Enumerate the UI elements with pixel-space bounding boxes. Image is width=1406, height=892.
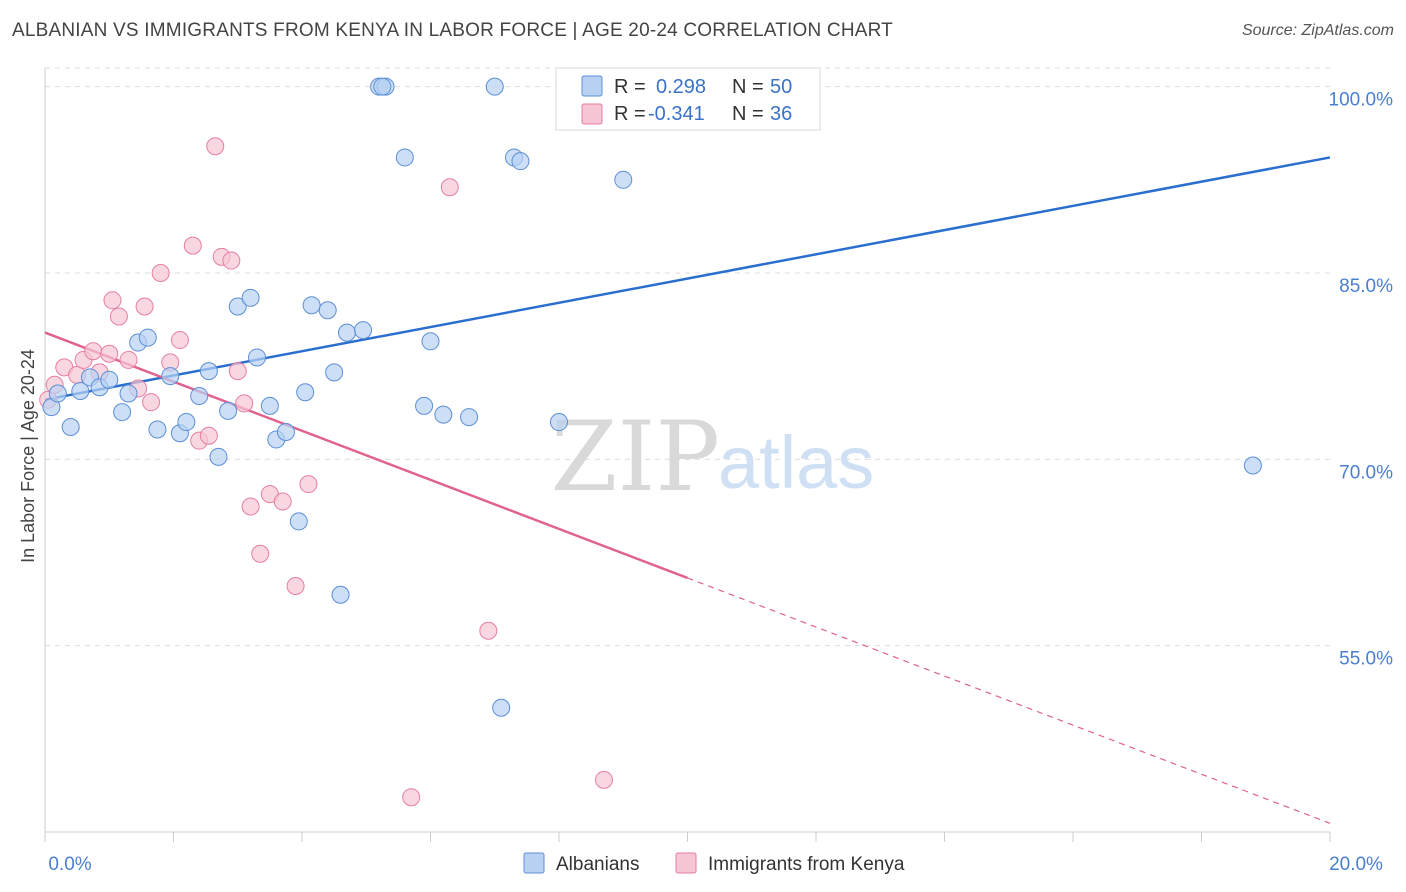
- legend-n-value-2: 36: [770, 103, 792, 125]
- albanian-point: [276, 422, 295, 441]
- albanian-point: [460, 408, 479, 427]
- kenya-point: [135, 297, 154, 316]
- albanian-point: [71, 381, 90, 400]
- x-tick-label-max: 20.0%: [1329, 854, 1383, 875]
- albanian-point: [260, 396, 279, 415]
- albanian-point: [177, 413, 196, 432]
- y-tick-labels: 55.0% 70.0% 85.0% 100.0%: [1329, 90, 1394, 670]
- albanian-point: [199, 362, 218, 381]
- albanian-point: [492, 698, 511, 717]
- kenya-point: [170, 331, 189, 350]
- albanian-point: [161, 367, 180, 386]
- albanian-point: [421, 332, 440, 351]
- kenya-point: [299, 475, 318, 494]
- albanian-point: [485, 77, 504, 96]
- kenya-point: [228, 362, 247, 381]
- kenya-point: [84, 342, 103, 361]
- albanian-point: [138, 328, 157, 347]
- y-axis-label: In Labor Force | Age 20-24: [18, 349, 38, 563]
- albanian-point: [373, 77, 392, 96]
- kenya-point: [109, 307, 128, 326]
- x-tick-label-min: 0.0%: [48, 854, 91, 875]
- albanian-point: [395, 148, 414, 167]
- albanian-point: [302, 296, 321, 315]
- legend-r-value-1: 0.298: [656, 76, 706, 98]
- kenya-point: [103, 291, 122, 310]
- bottom-legend-albanians: Albanians: [556, 854, 639, 875]
- kenya-trend-line: [44, 331, 688, 580]
- watermark-atlas: atlas: [718, 421, 874, 504]
- albanian-point: [1243, 456, 1262, 475]
- albanian-points: [42, 77, 1262, 717]
- kenya-point: [119, 350, 138, 369]
- y-tick-label: 70.0%: [1339, 462, 1393, 483]
- watermark-zip: ZIP: [551, 401, 720, 513]
- bottom-legend-kenya: Immigrants from Kenya: [708, 854, 905, 875]
- kenya-point: [222, 251, 241, 270]
- kenya-point: [594, 770, 613, 789]
- albanian-point: [550, 413, 568, 432]
- albanian-point: [318, 301, 337, 320]
- albanian-point: [248, 348, 267, 367]
- albanian-point: [511, 152, 530, 171]
- albanian-point: [190, 386, 209, 405]
- kenya-point: [206, 137, 225, 156]
- albanian-point: [325, 363, 344, 382]
- legend-swatch-albanians: [581, 75, 603, 97]
- albanian-point: [228, 297, 247, 316]
- legend-r-value-2: -0.341: [648, 103, 705, 125]
- legend-n-value-1: 50: [770, 76, 792, 98]
- kenya-point: [440, 178, 459, 197]
- chart-source: Source: ZipAtlas.com: [1241, 22, 1394, 39]
- y-tick-label: 55.0%: [1339, 649, 1393, 670]
- albanian-point: [119, 384, 138, 403]
- legend: R = 0.298 N = 50 R = -0.341 N = 36: [555, 67, 821, 131]
- kenya-point: [235, 394, 254, 413]
- kenya-point: [183, 236, 202, 255]
- legend-n-label-2: N =: [732, 103, 764, 125]
- albanian-point: [354, 321, 373, 340]
- legend-r-label-1: R =: [614, 76, 646, 98]
- kenya-point: [286, 577, 305, 596]
- bottom-legend-swatch-albanians: [523, 852, 545, 874]
- kenya-point: [142, 393, 161, 412]
- grid-lines: [45, 67, 1330, 647]
- kenya-point: [479, 621, 498, 640]
- kenya-point: [251, 544, 270, 563]
- albanian-point: [61, 418, 80, 437]
- albanian-point: [296, 383, 315, 402]
- chart-title: ALBANIAN VS IMMIGRANTS FROM KENYA IN LAB…: [12, 20, 893, 41]
- legend-n-label-1: N =: [732, 76, 764, 98]
- albanian-point: [434, 405, 453, 424]
- legend-r-label-2: R =: [614, 103, 646, 125]
- albanian-point: [113, 403, 132, 422]
- kenya-point: [100, 344, 119, 363]
- kenya-point: [241, 497, 260, 516]
- kenya-trend-line-extension: [687, 577, 1331, 824]
- kenya-points: [39, 77, 613, 807]
- albanian-point: [48, 384, 67, 403]
- albanian-point: [219, 401, 238, 420]
- bottom-legend-swatch-kenya: [675, 852, 697, 874]
- albanian-point: [241, 288, 260, 307]
- albanian-point: [100, 370, 119, 389]
- y-tick-label: 85.0%: [1339, 276, 1393, 297]
- y-tick-label: 100.0%: [1329, 90, 1394, 111]
- albanian-point: [337, 323, 356, 342]
- albanian-point: [331, 585, 350, 604]
- bottom-legend: Albanians Immigrants from Kenya: [523, 852, 905, 875]
- legend-swatch-kenya: [581, 103, 603, 125]
- kenya-point: [273, 492, 292, 511]
- albanian-point: [209, 447, 228, 466]
- albanian-point: [614, 170, 633, 189]
- kenya-point: [151, 263, 170, 282]
- x-axis-ticks: [44, 832, 1331, 842]
- albanian-point: [289, 512, 308, 531]
- kenya-point: [199, 426, 218, 445]
- kenya-point: [402, 788, 421, 807]
- albanian-point: [415, 396, 434, 415]
- albanian-point: [148, 420, 167, 439]
